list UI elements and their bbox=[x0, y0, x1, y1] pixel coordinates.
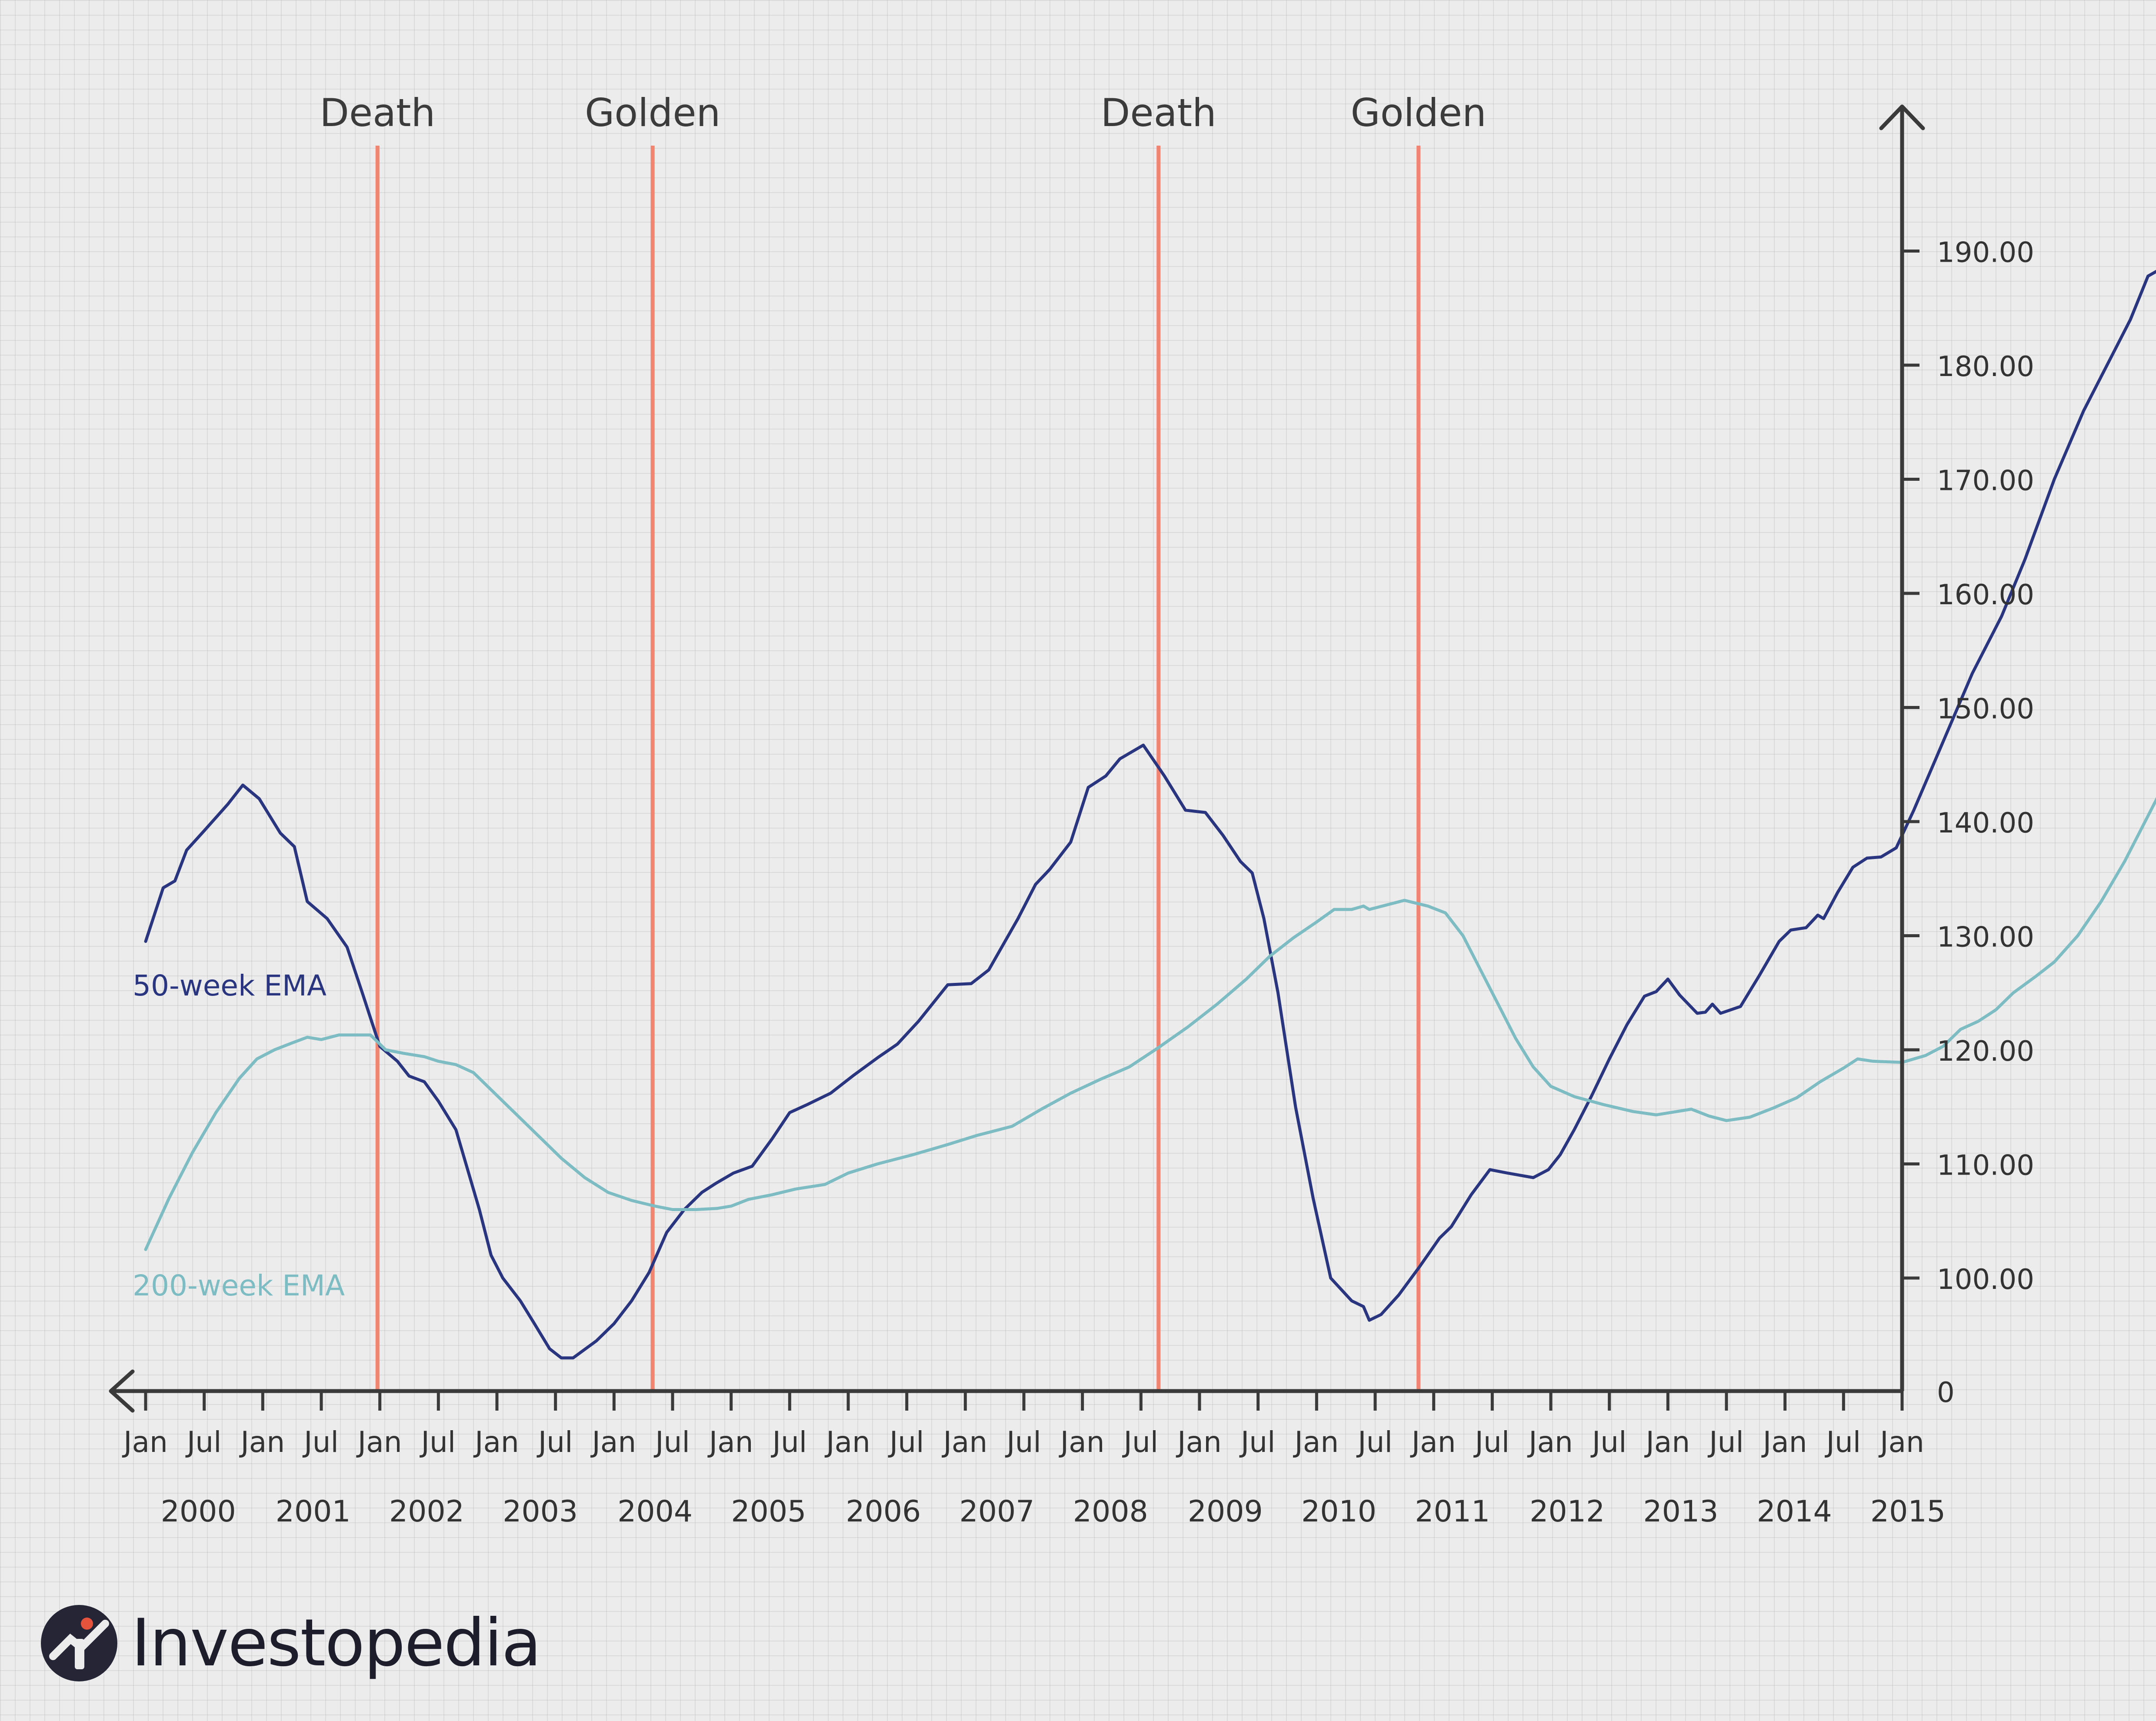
crossover-label-golden: Golden bbox=[1351, 90, 1486, 135]
x-tick-label: Jan bbox=[239, 1425, 285, 1459]
y-tick-label: 110.00 bbox=[1937, 1150, 2034, 1182]
x-year-label: 2012 bbox=[1530, 1495, 1605, 1529]
x-tick-label: Jan bbox=[1293, 1425, 1339, 1459]
ema50-line bbox=[144, 270, 2156, 1360]
crossover-label-death: Death bbox=[320, 90, 435, 135]
x-tick-label: Jul bbox=[653, 1425, 690, 1459]
x-tick-label: Jul bbox=[1707, 1425, 1744, 1459]
ema200-line bbox=[144, 797, 2156, 1251]
ema-series bbox=[144, 270, 2156, 1360]
investopedia-logo: Investopedia bbox=[40, 1604, 541, 1682]
x-year-label: 2010 bbox=[1301, 1495, 1376, 1529]
x-tick-label: Jan bbox=[1527, 1425, 1573, 1459]
x-year-label: 2011 bbox=[1415, 1495, 1490, 1529]
x-axis-arrow-left bbox=[109, 1369, 135, 1413]
x-tick-label: Jan bbox=[941, 1425, 987, 1459]
x-year-label: 2000 bbox=[161, 1495, 236, 1529]
x-tick-label: Jan bbox=[473, 1425, 519, 1459]
x-year-label: 2009 bbox=[1188, 1495, 1263, 1529]
x-tick-label: Jul bbox=[1239, 1425, 1276, 1459]
legend-50-week-ema: 50-week EMA bbox=[133, 969, 327, 1002]
x-tick-label: Jan bbox=[122, 1425, 168, 1459]
y-tick-label: 180.00 bbox=[1937, 351, 2034, 383]
x-year-label: 2003 bbox=[503, 1495, 578, 1529]
y-tick-label: 160.00 bbox=[1937, 579, 2034, 611]
x-tick-label: Jul bbox=[302, 1425, 339, 1459]
x-tick-label: Jan bbox=[824, 1425, 870, 1459]
x-year-label: 2005 bbox=[731, 1495, 806, 1529]
x-tick-label: Jul bbox=[888, 1425, 924, 1459]
x-tick-label: Jan bbox=[590, 1425, 636, 1459]
x-tick-label: Jan bbox=[1878, 1425, 1924, 1459]
x-tick-label: Jul bbox=[1473, 1425, 1510, 1459]
x-year-label: 2007 bbox=[960, 1495, 1035, 1529]
x-tick-label: Jul bbox=[537, 1425, 573, 1459]
crossover-label-death: Death bbox=[1101, 90, 1216, 135]
brand-name: Investopedia bbox=[131, 1605, 541, 1681]
y-tick-label: 170.00 bbox=[1937, 465, 2034, 497]
x-tick-label: Jan bbox=[356, 1425, 402, 1459]
x-year-label: 2013 bbox=[1643, 1495, 1718, 1529]
x-tick-label: Jul bbox=[1590, 1425, 1627, 1459]
y-tick-label: 120.00 bbox=[1937, 1035, 2034, 1068]
y-tick-label: 190.00 bbox=[1937, 237, 2034, 269]
x-tick-label: Jan bbox=[1176, 1425, 1222, 1459]
x-tick-label: Jan bbox=[1410, 1425, 1456, 1459]
x-year-label: 2014 bbox=[1757, 1495, 1832, 1529]
x-tick-label: Jul bbox=[1356, 1425, 1393, 1459]
y-tick-label: 140.00 bbox=[1937, 807, 2034, 839]
legend-200-week-ema: 200-week EMA bbox=[133, 1269, 345, 1302]
chart-axes bbox=[109, 104, 1925, 1413]
x-year-label: 2008 bbox=[1073, 1495, 1148, 1529]
x-tick-label: Jul bbox=[771, 1425, 807, 1459]
x-tick-label: Jul bbox=[420, 1425, 456, 1459]
investopedia-logo-icon bbox=[41, 1605, 117, 1681]
x-tick-label: Jul bbox=[1005, 1425, 1041, 1459]
x-tick-label: Jan bbox=[1644, 1425, 1690, 1459]
x-year-label: 2015 bbox=[1870, 1495, 1946, 1529]
x-tick-label: Jan bbox=[1059, 1425, 1105, 1459]
x-year-label: 2006 bbox=[846, 1495, 921, 1529]
x-tick-label: Jul bbox=[1825, 1425, 1861, 1459]
y-tick-label: 130.00 bbox=[1937, 922, 2034, 954]
x-year-label: 2004 bbox=[617, 1495, 693, 1529]
x-tick-label: Jul bbox=[185, 1425, 222, 1459]
axis-labels: 0 100.00 110.00 120.00 130.00 140.00 150.00 160… bbox=[122, 237, 2034, 1529]
y-tick-label-zero: 0 bbox=[1937, 1377, 1955, 1409]
x-tick-label: Jan bbox=[1761, 1425, 1807, 1459]
x-tick-label: Jan bbox=[707, 1425, 753, 1459]
x-year-label: 2002 bbox=[389, 1495, 464, 1529]
y-tick-label: 150.00 bbox=[1937, 693, 2034, 726]
x-tick-label: Jul bbox=[1122, 1425, 1159, 1459]
crossover-label-golden: Golden bbox=[585, 90, 720, 135]
x-year-label: 2001 bbox=[276, 1495, 351, 1529]
y-axis-arrow-up bbox=[1879, 104, 1925, 130]
y-tick-label: 100.00 bbox=[1937, 1264, 2034, 1296]
